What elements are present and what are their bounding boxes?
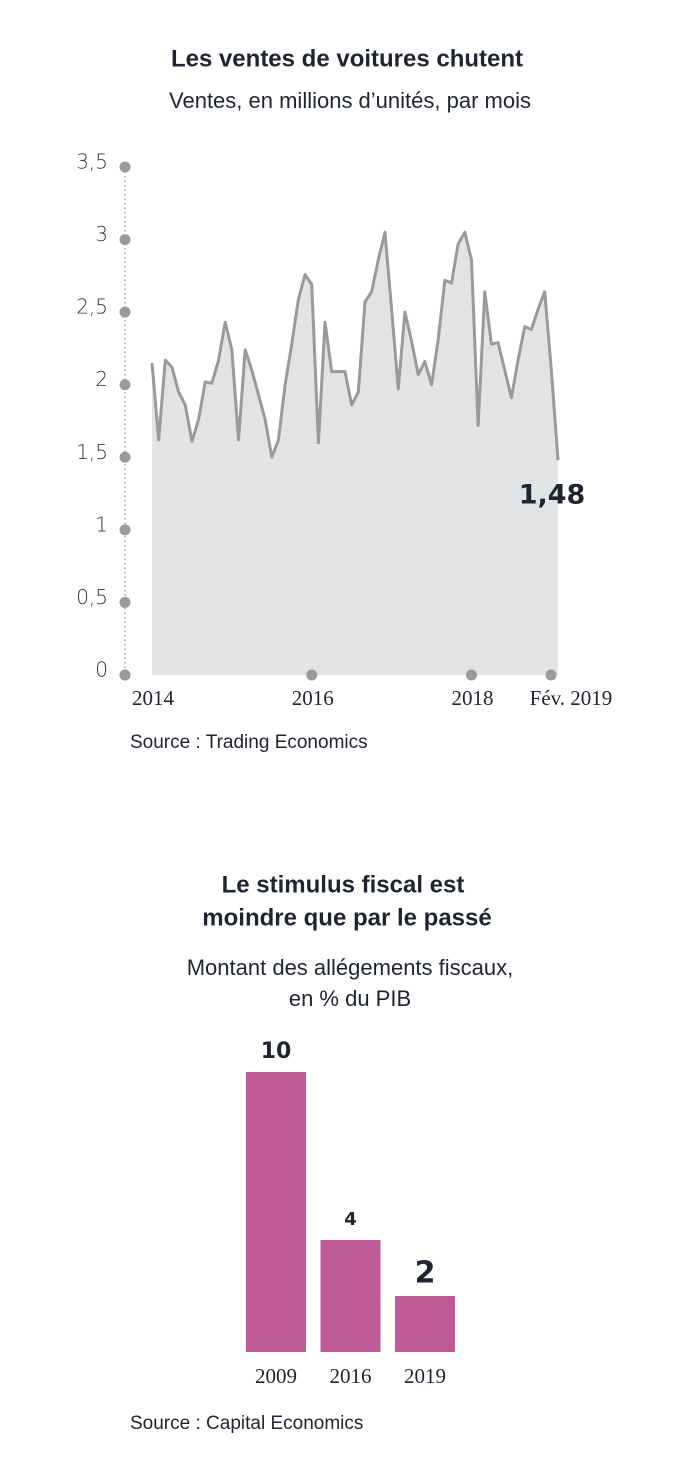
y-tick-dot xyxy=(119,451,131,463)
x-tick-dot xyxy=(465,669,477,681)
y-tick-label: 0 xyxy=(95,658,108,682)
x-tick-dot xyxy=(306,669,318,681)
value-label: 1,48 xyxy=(519,480,586,511)
x-tick-label: 2009 xyxy=(255,1364,297,1388)
chart-title: Les ventes de voitures chutent xyxy=(171,45,523,72)
x-tick-label: 2018 xyxy=(451,686,493,710)
bar xyxy=(320,1240,381,1352)
y-tick-dot xyxy=(119,306,131,318)
y-tick-dot xyxy=(119,161,131,173)
value-label: 2 xyxy=(415,1256,436,1291)
value-label: 4 xyxy=(344,1209,357,1230)
x-tick-label: 2019 xyxy=(404,1364,446,1388)
source: Source : Trading Economics xyxy=(130,732,368,753)
line xyxy=(150,230,560,461)
y-tick-label: 3,5 xyxy=(76,150,108,174)
y-tick-label: 2 xyxy=(95,367,108,391)
area xyxy=(152,232,558,676)
y-tick-dot xyxy=(119,596,131,608)
y-tick-dot xyxy=(119,234,131,246)
chart-subtitle: Montant des allégements fiscaux, xyxy=(187,955,514,980)
chart-title: Le stimulus fiscal est xyxy=(222,871,465,898)
x-tick-label: Fév. 2019 xyxy=(530,686,613,710)
chart-title: moindre que par le passé xyxy=(202,904,491,931)
source: Source : Capital Economics xyxy=(130,1413,363,1434)
chart-subtitle: en % du PIB xyxy=(289,986,411,1011)
x-tick-label: 2016 xyxy=(292,686,334,710)
chart-subtitle: Ventes, en millions d’unités, par mois xyxy=(169,88,531,113)
value-label: 10 xyxy=(261,1039,292,1064)
x-axis-dot xyxy=(119,669,131,681)
y-tick-dot xyxy=(119,524,131,536)
x-tick-dot xyxy=(545,669,557,681)
y-tick-label: 1,5 xyxy=(76,440,108,464)
bar xyxy=(395,1296,455,1352)
x-tick-label: 2014 xyxy=(132,686,175,710)
y-tick-label: 3 xyxy=(95,222,108,246)
y-tick-label: 1 xyxy=(95,512,108,536)
x-tick-label: 2016 xyxy=(330,1364,372,1388)
y-tick-dot xyxy=(119,379,131,391)
y-tick-label: 2,5 xyxy=(76,295,108,319)
bar xyxy=(246,1072,306,1352)
y-tick-label: 0,5 xyxy=(76,585,108,609)
